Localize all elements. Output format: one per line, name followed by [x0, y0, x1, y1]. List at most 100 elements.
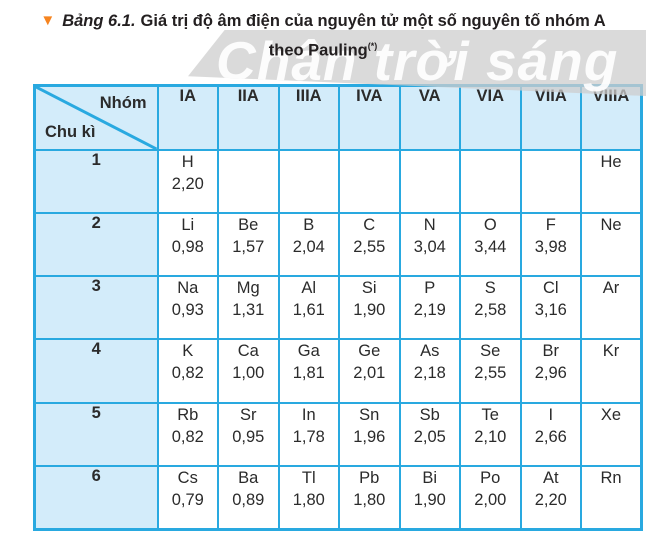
element-symbol: S [484, 279, 496, 298]
electronegativity-value: 0,95 [232, 427, 265, 446]
group-header-via: VIA [459, 84, 522, 151]
element-symbol: Li [181, 216, 195, 235]
group-header-viiia: VIIIA [580, 84, 643, 151]
element-symbol: Tl [301, 468, 316, 487]
element-cell-ne: Ne [580, 212, 643, 278]
caption-text: Giá trị độ âm điện của nguyên tử một số … [140, 12, 606, 30]
element-cell-br: Br 2,96 [519, 338, 582, 404]
electronegativity-value: 1,96 [353, 427, 386, 446]
element-cell-cs: Cs 0,79 [156, 464, 219, 531]
element-symbol: Si [361, 279, 377, 298]
element-symbol: B [303, 216, 315, 235]
element-cell-i: I 2,66 [519, 401, 582, 467]
element-symbol: Xe [600, 405, 622, 424]
element-symbol: H [181, 153, 194, 171]
period-row: 3 Na 0,93 Mg 1,31 Al 1,61 Si 1,90 P 2,19 S 2,58 Cl 3,1… [33, 275, 643, 341]
element-symbol: Ar [602, 279, 620, 298]
period-label: 2 [33, 212, 159, 278]
element-cell-ga: Ga 1,81 [277, 338, 340, 404]
electronegativity-value: 1,90 [413, 490, 446, 509]
element-symbol: Se [480, 342, 501, 361]
element-symbol: Rn [600, 468, 622, 487]
element-cell-empty [217, 148, 280, 215]
element-cell-n: N 3,04 [398, 212, 461, 278]
electronegativity-value: 2,00 [474, 490, 507, 509]
electronegativity-value: 2,19 [413, 301, 446, 320]
element-cell-rn: Rn [580, 464, 643, 531]
element-cell-po: Po 2,00 [459, 464, 522, 531]
element-cell-te: Te 2,10 [459, 401, 522, 467]
electronegativity-value: 0,98 [171, 238, 204, 257]
element-symbol: N [423, 216, 436, 235]
triangle-marker-icon: ▼ [40, 12, 56, 29]
caption-line1: ▼ Bảng 6.1. Giá trị độ âm điện của nguyên … [0, 12, 646, 31]
element-symbol: Te [481, 405, 499, 424]
diagonal-divider [36, 87, 157, 149]
electronegativity-value: 3,98 [534, 238, 567, 257]
element-cell-empty [277, 148, 340, 215]
element-cell-in: In 1,78 [277, 401, 340, 467]
electronegativity-table: Nhóm Chu kì IA IIA IIIA IVA VA VIA VIIA … [33, 84, 643, 531]
electronegativity-value: 2,18 [413, 364, 446, 383]
element-symbol: Ba [238, 468, 259, 487]
electronegativity-value: 0,82 [171, 427, 204, 446]
element-cell-kr: Kr [580, 338, 643, 404]
electronegativity-value: 3,16 [534, 301, 567, 320]
element-symbol: Sb [419, 405, 440, 424]
period-row: 2 Li 0,98 Be 1,57 B 2,04 C 2,55 N 3,04 O 3,44 F 3,98 Ne [33, 212, 643, 278]
element-cell-p: P 2,19 [398, 275, 461, 341]
period-row: 1 H 2,20 He [33, 148, 643, 215]
element-symbol: As [420, 342, 440, 361]
element-symbol: O [483, 216, 497, 235]
period-row: 5 Rb 0,82 Sr 0,95 In 1,78 Sn 1,96 Sb 2,05 Te 2,10 I 2,… [33, 401, 643, 467]
element-cell-empty [398, 148, 461, 215]
element-cell-sr: Sr 0,95 [217, 401, 280, 467]
element-cell-k: K 0,82 [156, 338, 219, 404]
element-symbol: Kr [602, 342, 620, 361]
element-symbol: At [542, 468, 559, 487]
table-body: 1 H 2,20 He 2 Li 0,98 Be 1,57 B 2,04 C 2,55 N 3,04 O 3,4… [33, 148, 643, 531]
element-cell-ar: Ar [580, 275, 643, 341]
element-cell-pb: Pb 1,80 [338, 464, 401, 531]
electronegativity-value: 0,79 [171, 490, 204, 509]
caption-number: Bảng 6.1. [62, 12, 136, 30]
element-cell-empty [519, 148, 582, 215]
element-cell-o: O 3,44 [459, 212, 522, 278]
electronegativity-value: 2,20 [171, 175, 204, 193]
corner-label-group: Nhóm [99, 94, 147, 112]
element-symbol: P [424, 279, 436, 298]
element-cell-li: Li 0,98 [156, 212, 219, 278]
element-symbol: Ge [358, 342, 381, 361]
element-cell-ba: Ba 0,89 [217, 464, 280, 531]
group-header-iva: IVA [338, 84, 401, 151]
element-cell-sb: Sb 2,05 [398, 401, 461, 467]
period-label: 1 [33, 148, 159, 215]
element-cell-f: F 3,98 [519, 212, 582, 278]
element-cell-mg: Mg 1,31 [217, 275, 280, 341]
footnote-marker: (*) [367, 41, 378, 51]
electronegativity-value: 2,55 [474, 364, 507, 383]
electronegativity-value: 1,80 [353, 490, 386, 509]
electronegativity-value: 2,20 [534, 490, 567, 509]
electronegativity-value: 2,01 [353, 364, 386, 383]
element-cell-bi: Bi 1,90 [398, 464, 461, 531]
element-cell-as: As 2,18 [398, 338, 461, 404]
corner-cell: Nhóm Chu kì [33, 84, 159, 151]
element-symbol: F [545, 216, 556, 235]
electronegativity-value: 3,44 [474, 238, 507, 257]
electronegativity-value: 1,78 [292, 427, 325, 446]
element-cell-empty [338, 148, 401, 215]
group-header-iiia: IIIA [277, 84, 340, 151]
caption-line2-text: theo Pauling [268, 41, 368, 60]
header-row: Nhóm Chu kì IA IIA IIIA IVA VA VIA VIIA … [33, 84, 643, 151]
group-header-ia: IA [156, 84, 219, 151]
element-cell-rb: Rb 0,82 [156, 401, 219, 467]
group-header-iia: IIA [217, 84, 280, 151]
electronegativity-value: 2,05 [413, 427, 446, 446]
electronegativity-value: 2,66 [534, 427, 567, 446]
electronegativity-value: 3,04 [413, 238, 446, 257]
element-symbol: Sr [240, 405, 257, 424]
group-header-va: VA [398, 84, 461, 151]
element-cell-be: Be 1,57 [217, 212, 280, 278]
